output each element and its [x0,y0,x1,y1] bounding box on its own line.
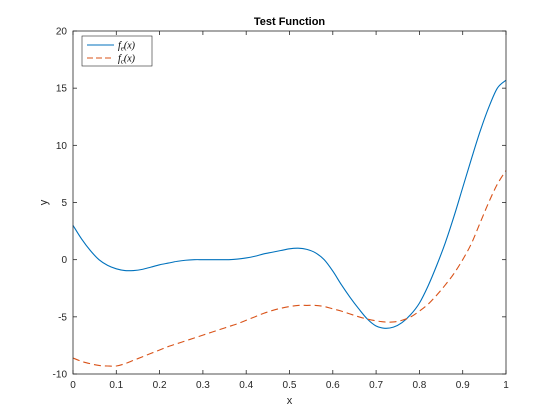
y-tick-label: -5 [58,312,67,323]
legend-label-1: fe(x) [118,41,136,53]
x-axis-ticks: 0 0.1 0.2 0.3 0.4 0.5 0.6 0.7 0.8 0.9 1 [70,31,509,391]
x-tick-label: 0.5 [283,380,297,391]
x-tick-label: 0.6 [326,380,340,391]
x-tick-label: 0.9 [456,380,470,391]
legend-label-2: fc(x) [118,54,136,66]
y-tick-label: 5 [61,198,67,209]
chart-title: Test Function [254,16,326,28]
series-line-1 [72,79,507,329]
y-tick-label: 0 [61,255,67,266]
y-tick-label: 10 [56,141,68,152]
legend: fe(x)fc(x) [81,35,153,67]
plot-area [73,31,506,374]
x-tick-label: 0 [70,380,76,391]
x-tick-label: 0.4 [239,380,253,391]
x-tick-label: 0.1 [109,380,123,391]
y-axis-ticks: -10 -5 0 5 10 15 20 [53,27,506,381]
x-tick-label: 0.2 [153,380,167,391]
legend-box [81,35,153,67]
y-tick-label: 20 [56,27,68,38]
x-tick-label: 1 [503,380,509,391]
x-tick-label: 0.3 [196,380,210,391]
y-axis-label: y [38,199,50,205]
y-tick-label: 15 [56,84,68,95]
x-tick-label: 0.7 [369,380,383,391]
x-tick-label: 0.8 [412,380,426,391]
x-axis-label: x [287,395,293,407]
series-layer [72,79,507,367]
y-tick-label: -10 [53,370,68,381]
